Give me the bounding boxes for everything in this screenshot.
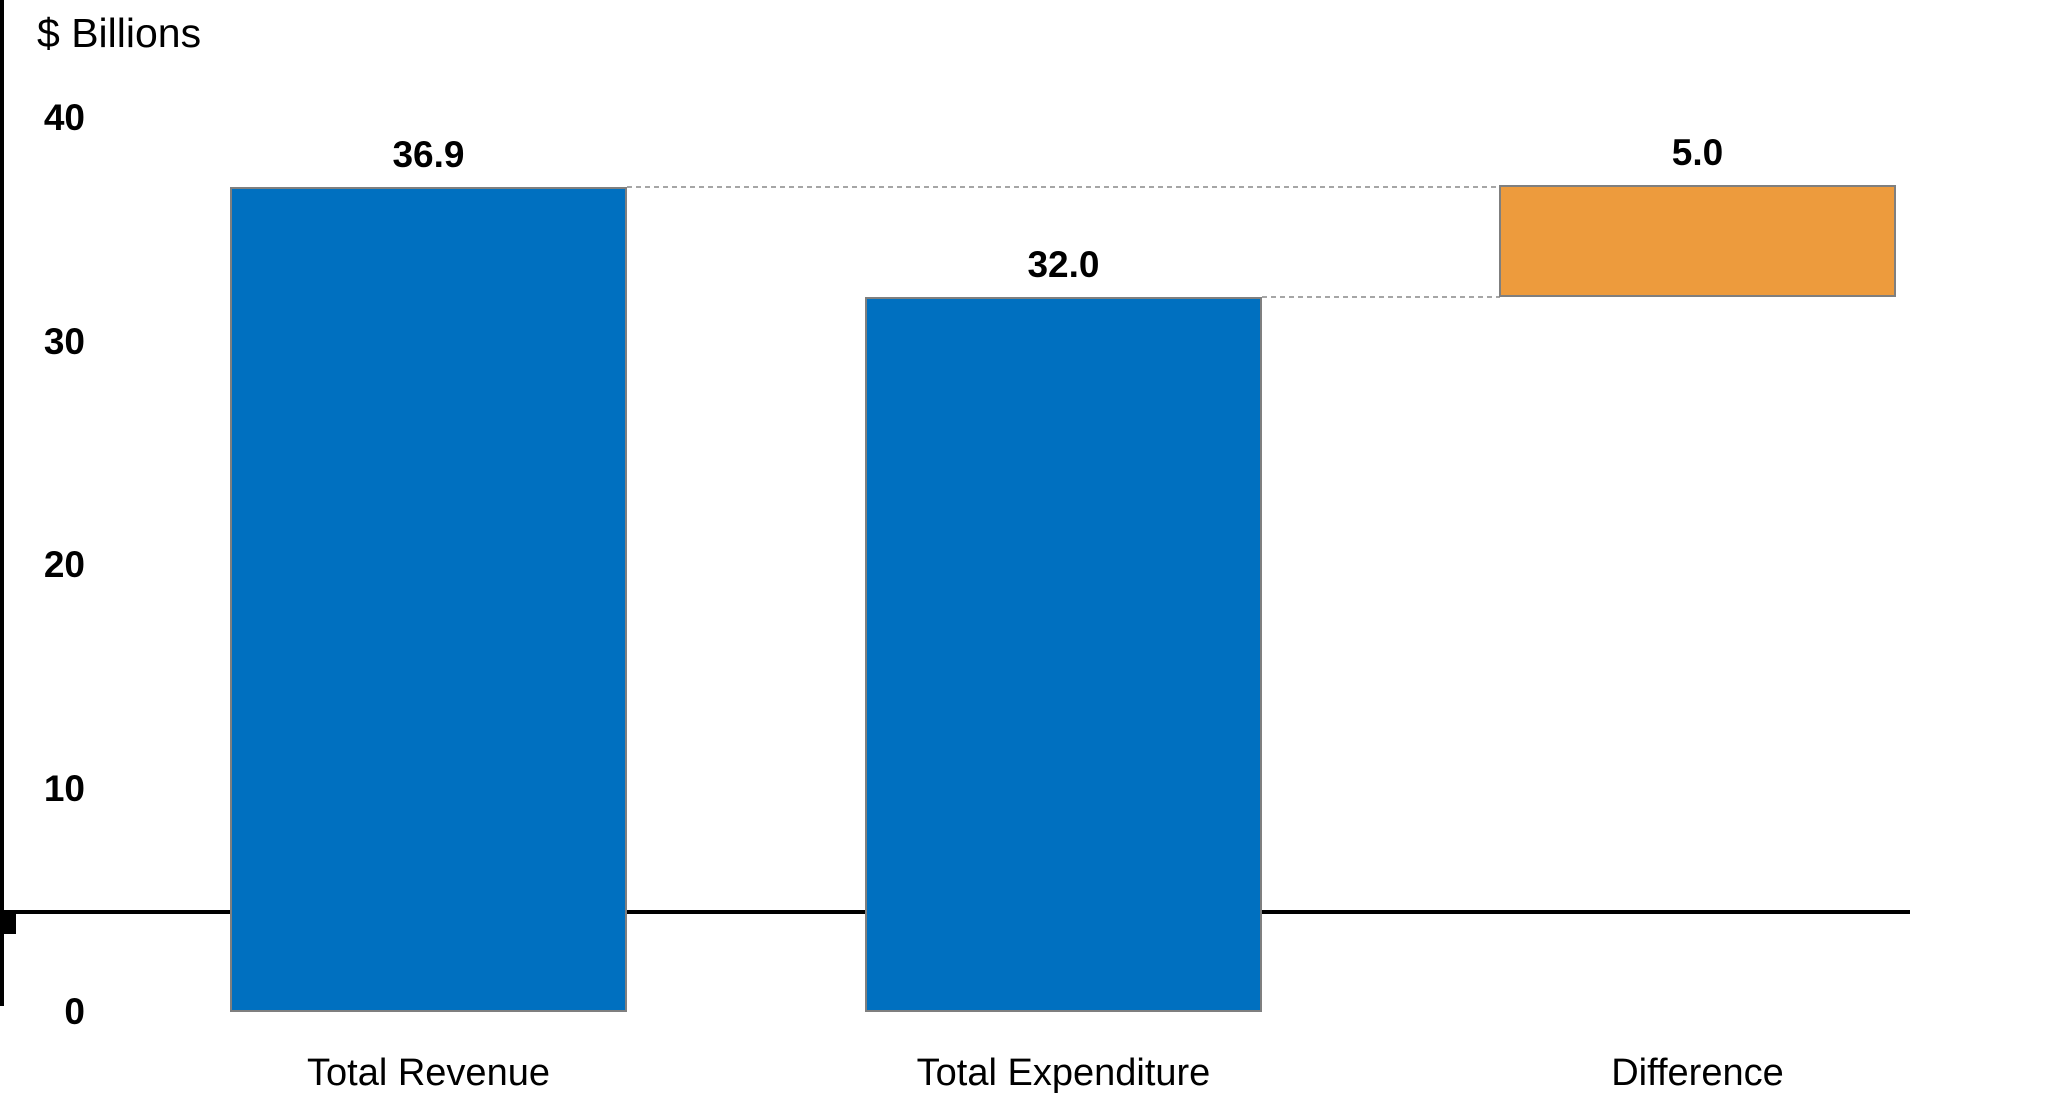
x-tick-mark-2 — [0, 958, 4, 982]
value-label-difference: 5.0 — [1671, 132, 1724, 173]
y-tick-mark-10 — [0, 918, 16, 922]
category-label-total-expenditure: Total Expenditure — [916, 1052, 1211, 1094]
category-label-total-revenue: Total Revenue — [307, 1052, 550, 1094]
value-label-total-expenditure: 32.0 — [1027, 244, 1100, 285]
chart-title: $ Billions — [37, 10, 202, 56]
x-tick-mark-3 — [0, 982, 4, 1006]
x-tick-mark-1 — [0, 934, 4, 958]
category-label-difference: Difference — [1611, 1052, 1784, 1094]
y-tick-label-30: 30 — [43, 321, 85, 362]
value-label-total-revenue: 36.9 — [392, 134, 465, 175]
bar-total-expenditure — [865, 297, 1262, 1012]
y-axis-line — [0, 0, 4, 910]
y-tick-mark-20 — [0, 922, 16, 926]
y-tick-label-10: 10 — [43, 768, 85, 809]
bar-difference — [1499, 185, 1896, 297]
y-tick-label-40: 40 — [43, 97, 85, 138]
connector-line-1 — [1262, 296, 1500, 298]
y-tick-mark-30 — [0, 926, 16, 930]
connector-line-0 — [627, 186, 1499, 188]
y-tick-mark-0 — [0, 914, 16, 918]
bar-total-revenue — [230, 187, 627, 1012]
y-tick-label-20: 20 — [43, 544, 85, 585]
y-tick-mark-40 — [0, 930, 16, 934]
y-tick-label-0: 0 — [64, 991, 85, 1032]
